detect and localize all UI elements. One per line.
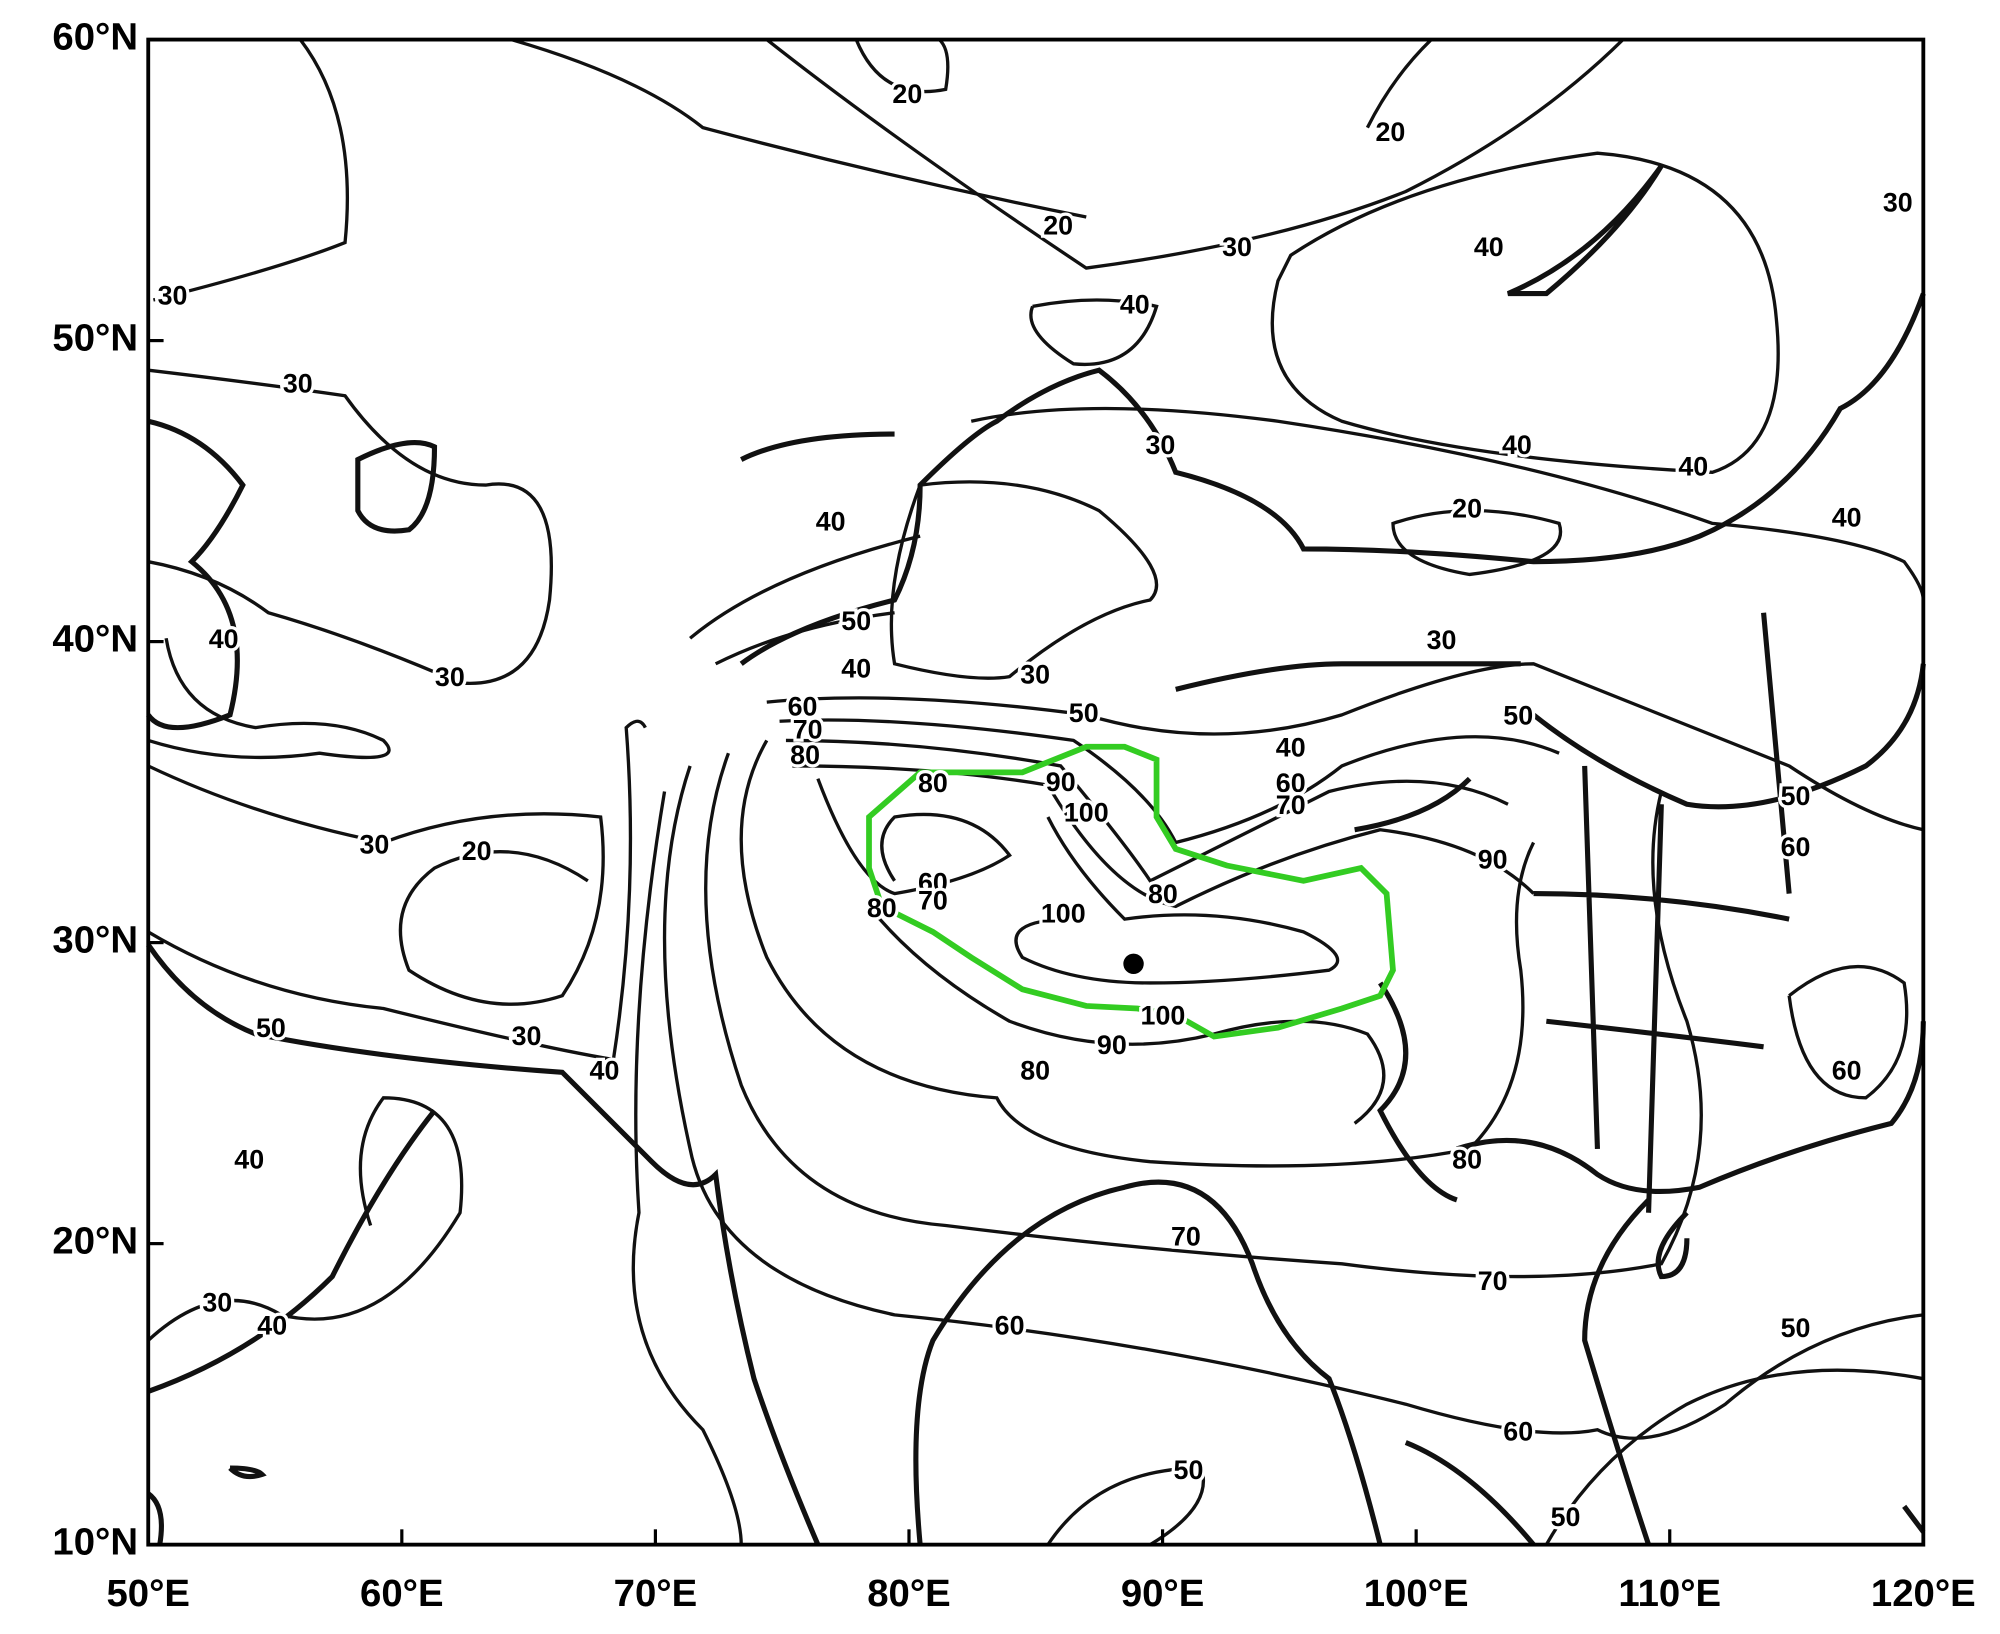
contour-label: 50 xyxy=(1503,701,1533,731)
contour-label: 30 xyxy=(283,369,313,399)
contour-label: 60 xyxy=(995,1311,1025,1341)
contour-label: 20 xyxy=(1452,494,1482,524)
contour-label: 50 xyxy=(256,1013,286,1043)
y-tick-label: 30°N xyxy=(52,919,138,962)
contour-label: 30 xyxy=(360,829,390,859)
contour-label: 80 xyxy=(1148,879,1178,909)
contour-label: 50 xyxy=(1551,1502,1581,1532)
contour-label: 60 xyxy=(918,868,948,898)
contour-label: 40 xyxy=(209,624,239,654)
contour-label: 60 xyxy=(1276,768,1306,798)
contour-label: 90 xyxy=(1046,767,1076,797)
contour-label: 40 xyxy=(257,1311,287,1341)
contour-label: 50 xyxy=(1069,698,1099,728)
x-tick-label: 90°E xyxy=(1121,1572,1205,1615)
contour-label: 100 xyxy=(1141,1001,1186,1031)
contour-label: 80 xyxy=(918,768,948,798)
contour-label: 50 xyxy=(1781,1313,1811,1343)
contour-label: 30 xyxy=(158,281,188,311)
x-tick-label: 80°E xyxy=(867,1572,951,1615)
contour-label: 30 xyxy=(202,1288,232,1318)
contour-label: 60 xyxy=(1781,832,1811,862)
contour-label: 40 xyxy=(590,1055,620,1085)
site-marker xyxy=(1123,953,1144,975)
contour-label: 30 xyxy=(1020,660,1050,690)
contour-label: 30 xyxy=(435,662,465,692)
contour-label: 50 xyxy=(1781,781,1811,811)
contour-label: 40 xyxy=(841,653,871,683)
axes: 50°E 60°E 70°E 80°E 90°E 100°E 110°E 120°E 10°N 2… xyxy=(52,16,1975,1615)
contour-label: 20 xyxy=(1375,117,1405,147)
contour-label: 90 xyxy=(1478,845,1508,875)
x-tick-label: 110°E xyxy=(1618,1572,1721,1615)
contour-label: 30 xyxy=(1883,187,1913,217)
contour-label: 100 xyxy=(1064,798,1109,828)
x-tick-label: 120°E xyxy=(1871,1572,1976,1615)
contour-label: 80 xyxy=(867,893,897,923)
contour-label: 70 xyxy=(1478,1266,1508,1296)
x-tick-label: 60°E xyxy=(360,1572,444,1615)
contour-label: 20 xyxy=(1043,210,1073,240)
contour-label: 40 xyxy=(1678,452,1708,482)
contour-labels: 20 20 20 30 40 30 30 40 30 30 40 40 20 40 40 40 50 30 30 40… xyxy=(154,76,1915,1536)
contour-label: 40 xyxy=(1474,232,1504,262)
frame xyxy=(146,37,1926,1547)
contour-label: 70 xyxy=(918,886,948,916)
contour-label: 100 xyxy=(1041,898,1086,928)
contour-label: 40 xyxy=(1502,430,1532,460)
contour-label: 60 xyxy=(788,692,818,722)
contour-label: 40 xyxy=(1832,503,1862,533)
contour-label: 80 xyxy=(1020,1055,1050,1085)
contour-label: 60 xyxy=(1832,1055,1862,1085)
y-tick-label: 60°N xyxy=(52,16,138,59)
y-tick-label: 40°N xyxy=(52,618,138,661)
contour-label: 90 xyxy=(1097,1030,1127,1060)
x-tick-label: 50°E xyxy=(106,1572,190,1615)
contour-label: 80 xyxy=(1452,1145,1482,1175)
x-tick-label: 70°E xyxy=(614,1572,698,1615)
y-tick-label: 20°N xyxy=(52,1220,138,1263)
contour-label: 40 xyxy=(816,506,846,536)
contour-label: 20 xyxy=(892,79,922,109)
contour-label: 40 xyxy=(1120,289,1150,319)
contour-label: 70 xyxy=(1276,790,1306,820)
x-tick-label: 100°E xyxy=(1364,1572,1469,1615)
contour-label: 30 xyxy=(1222,232,1252,262)
contour-label: 30 xyxy=(1145,430,1175,460)
y-tick-label: 50°N xyxy=(52,317,138,360)
contour-label: 60 xyxy=(1503,1417,1533,1447)
contour-label: 20 xyxy=(462,836,492,866)
y-tick-label: 10°N xyxy=(52,1521,138,1564)
contour-label: 50 xyxy=(1174,1455,1204,1485)
contour-label: 30 xyxy=(512,1021,542,1051)
contour-label: 30 xyxy=(1427,625,1457,655)
contour-label: 40 xyxy=(1276,732,1306,762)
contour-label: 80 xyxy=(790,740,820,770)
contour-label: 70 xyxy=(1171,1221,1201,1251)
coastlines-borders xyxy=(146,164,1926,1547)
contour-label: 50 xyxy=(841,606,871,636)
contour-label: 70 xyxy=(793,715,823,745)
contour-label: 40 xyxy=(234,1145,264,1175)
plateau-outline xyxy=(866,743,1396,1040)
